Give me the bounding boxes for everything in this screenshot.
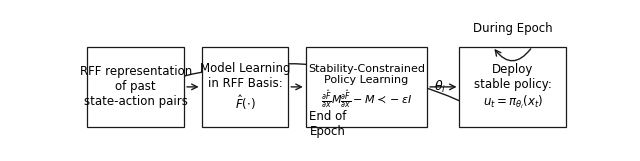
Text: RFF representation
of past
state-action pairs: RFF representation of past state-action … bbox=[79, 65, 192, 108]
Text: During Epoch: During Epoch bbox=[473, 22, 552, 35]
FancyBboxPatch shape bbox=[460, 47, 566, 127]
Text: Deploy
stable policy:
$u_t = \pi_{\theta_i}(x_t)$: Deploy stable policy: $u_t = \pi_{\theta… bbox=[474, 63, 552, 111]
Text: $\theta_i$: $\theta_i$ bbox=[433, 79, 445, 95]
Text: End of
Epoch: End of Epoch bbox=[309, 110, 347, 138]
FancyBboxPatch shape bbox=[88, 47, 184, 127]
Text: Model Learning
in RFF Basis:
$\hat{F}(\cdot)$: Model Learning in RFF Basis: $\hat{F}(\c… bbox=[200, 62, 290, 112]
FancyBboxPatch shape bbox=[202, 47, 288, 127]
FancyBboxPatch shape bbox=[306, 47, 428, 127]
Text: Stability-Constrained
Policy Learning
$\frac{\partial \hat{F}}{\partial x} M \fr: Stability-Constrained Policy Learning $\… bbox=[308, 64, 425, 110]
